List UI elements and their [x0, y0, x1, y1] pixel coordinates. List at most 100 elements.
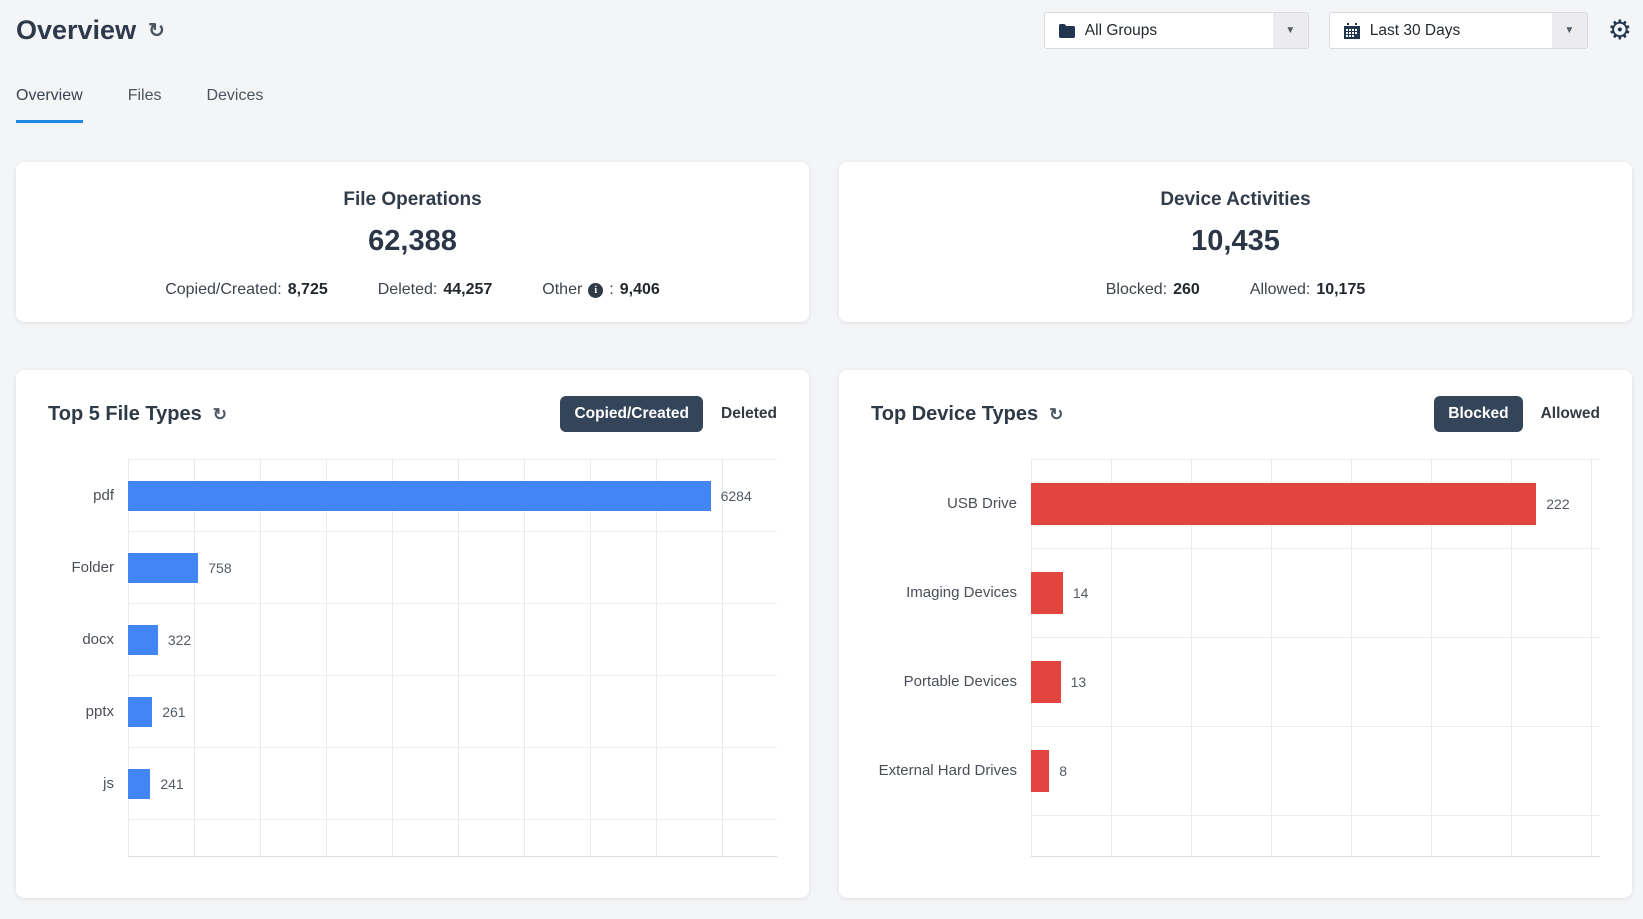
- stat-value: 260: [1173, 281, 1200, 298]
- bar-row: pptx 261: [48, 675, 777, 747]
- chart-cards-row: Top 5 File Types ↻ Copied/Created Delete…: [0, 370, 1643, 898]
- plot-cell: 6284: [128, 459, 777, 531]
- stat-item: Other i : 9,406: [542, 281, 660, 299]
- chart-footer: [48, 819, 777, 857]
- top-header: Overview ↻ All Groups ▼ Last 30 Days: [0, 0, 1643, 49]
- footer-plot-cell: [1031, 815, 1600, 857]
- plot-cell: 261: [128, 675, 777, 747]
- category-label: pptx: [85, 702, 114, 720]
- category-label: Folder: [71, 558, 114, 576]
- bar-value-label: 14: [1072, 585, 1089, 601]
- info-icon[interactable]: i: [588, 282, 604, 298]
- bar-value-label: 241: [160, 775, 184, 792]
- device-activities-stats: Blocked: i 260 Allowed: i 10,175: [839, 281, 1632, 299]
- file-types-bar-chart: pdf 6284 Folder 758 docx: [48, 459, 777, 819]
- bar-row: pdf 6284: [48, 459, 777, 531]
- device-types-toggle-group: Blocked Allowed: [1434, 396, 1600, 432]
- device-activities-title: Device Activities: [1160, 189, 1311, 210]
- group-filter-caret-button[interactable]: ▼: [1272, 13, 1308, 48]
- tab-devices[interactable]: Devices: [206, 87, 264, 104]
- refresh-icon[interactable]: ↻: [1049, 404, 1064, 424]
- category-label: Imaging Devices: [906, 584, 1017, 601]
- refresh-icon[interactable]: ↻: [212, 404, 227, 424]
- chevron-down-icon: ▼: [1564, 25, 1575, 36]
- chart-footer: [871, 815, 1600, 857]
- bar: [1031, 483, 1537, 525]
- stat-value: 9,406: [619, 281, 660, 298]
- page-title-text: Overview: [16, 15, 137, 45]
- footer-plot-cell: [128, 819, 777, 857]
- top-device-types-title: Top Device Types ↻: [871, 403, 1063, 426]
- file-operations-stats: Copied/Created: i 8,725 Deleted: i 44,25…: [16, 281, 809, 299]
- bar: [128, 696, 153, 727]
- stat-item: Allowed: i 10,175: [1250, 281, 1365, 299]
- stat-label: Blocked:: [1105, 281, 1168, 298]
- category-label: docx: [82, 630, 114, 648]
- category-label: Portable Devices: [903, 673, 1017, 690]
- date-range-body: Last 30 Days: [1330, 13, 1552, 48]
- top-file-types-title: Top 5 File Types ↻: [48, 403, 227, 426]
- bar-value-label: 758: [208, 559, 232, 576]
- stat-value: 8,725: [287, 281, 328, 298]
- file-types-toggle-group: Copied/Created Deleted: [560, 396, 777, 432]
- plot-cell: 322: [128, 603, 777, 675]
- bar-value-label: 261: [162, 703, 186, 720]
- group-filter-dropdown[interactable]: All Groups ▼: [1043, 12, 1309, 49]
- stat-item: Copied/Created: i 8,725: [165, 281, 328, 299]
- toggle-allowed[interactable]: Allowed: [1540, 405, 1600, 422]
- category-label: USB Drive: [946, 495, 1017, 512]
- device-activities-total: 10,435: [1191, 225, 1280, 257]
- plot-cell: 8: [1031, 726, 1600, 815]
- bar-value-label: 8: [1059, 763, 1067, 779]
- bar: [1031, 661, 1061, 703]
- stat-label: Allowed:: [1249, 281, 1311, 298]
- gear-icon[interactable]: ⚙: [1607, 15, 1632, 45]
- toggle-blocked[interactable]: Blocked: [1434, 396, 1523, 432]
- toggle-deleted[interactable]: Deleted: [721, 405, 777, 422]
- bar-row: External Hard Drives 8: [871, 726, 1600, 815]
- bar-row: docx 322: [48, 603, 777, 675]
- plot-cell: 13: [1031, 637, 1600, 726]
- stat-label: Other: [542, 281, 583, 298]
- date-range-caret-button[interactable]: ▼: [1551, 13, 1587, 48]
- toggle-copied-created[interactable]: Copied/Created: [560, 396, 703, 432]
- bar-value-label: 222: [1546, 496, 1570, 512]
- page-title: Overview ↻: [16, 15, 165, 46]
- tab-overview[interactable]: Overview: [16, 87, 83, 123]
- plot-cell: 222: [1031, 459, 1600, 548]
- device-types-bar-chart: USB Drive 222 Imaging Devices 14 Por: [871, 459, 1600, 815]
- bar-row: Imaging Devices 14: [871, 548, 1600, 637]
- category-label: External Hard Drives: [878, 762, 1017, 779]
- bar: [128, 768, 151, 799]
- top-device-types-title-text: Top Device Types: [871, 402, 1039, 425]
- top-device-types-header: Top Device Types ↻ Blocked Allowed: [871, 396, 1600, 432]
- device-activities-card: Device Activities 10,435 Blocked: i 260 …: [839, 162, 1632, 322]
- stat-item: Deleted: i 44,257: [378, 281, 493, 299]
- stat-item: Blocked: i 260: [1106, 281, 1200, 299]
- category-label: js: [103, 774, 114, 792]
- tab-bar: Overview Files Devices: [0, 87, 1643, 123]
- plot-cell: 241: [128, 747, 777, 819]
- bar-value-label: 6284: [720, 487, 752, 504]
- bar-row: js 241: [48, 747, 777, 819]
- bar: [1031, 572, 1063, 614]
- file-operations-card: File Operations 62,388 Copied/Created: i…: [16, 162, 809, 322]
- stat-label: Deleted:: [377, 281, 438, 298]
- stat-value: 44,257: [443, 281, 493, 298]
- bar: [128, 552, 199, 583]
- bar: [128, 480, 711, 511]
- refresh-icon[interactable]: ↻: [148, 19, 165, 42]
- group-filter-value: All Groups: [1084, 21, 1158, 39]
- date-range-dropdown[interactable]: Last 30 Days ▼: [1328, 12, 1588, 49]
- calendar-icon: [1343, 22, 1360, 39]
- top-device-types-card: Top Device Types ↻ Blocked Allowed USB D…: [839, 370, 1632, 898]
- file-operations-title: File Operations: [343, 189, 482, 210]
- summary-cards-row: File Operations 62,388 Copied/Created: i…: [0, 162, 1643, 322]
- tab-files[interactable]: Files: [127, 87, 162, 104]
- stat-separator: :: [609, 281, 614, 298]
- top-file-types-header: Top 5 File Types ↻ Copied/Created Delete…: [48, 396, 777, 432]
- bar: [128, 624, 158, 655]
- bar-value-label: 13: [1070, 674, 1087, 690]
- bar: [1031, 750, 1050, 792]
- bar-value-label: 322: [167, 631, 192, 648]
